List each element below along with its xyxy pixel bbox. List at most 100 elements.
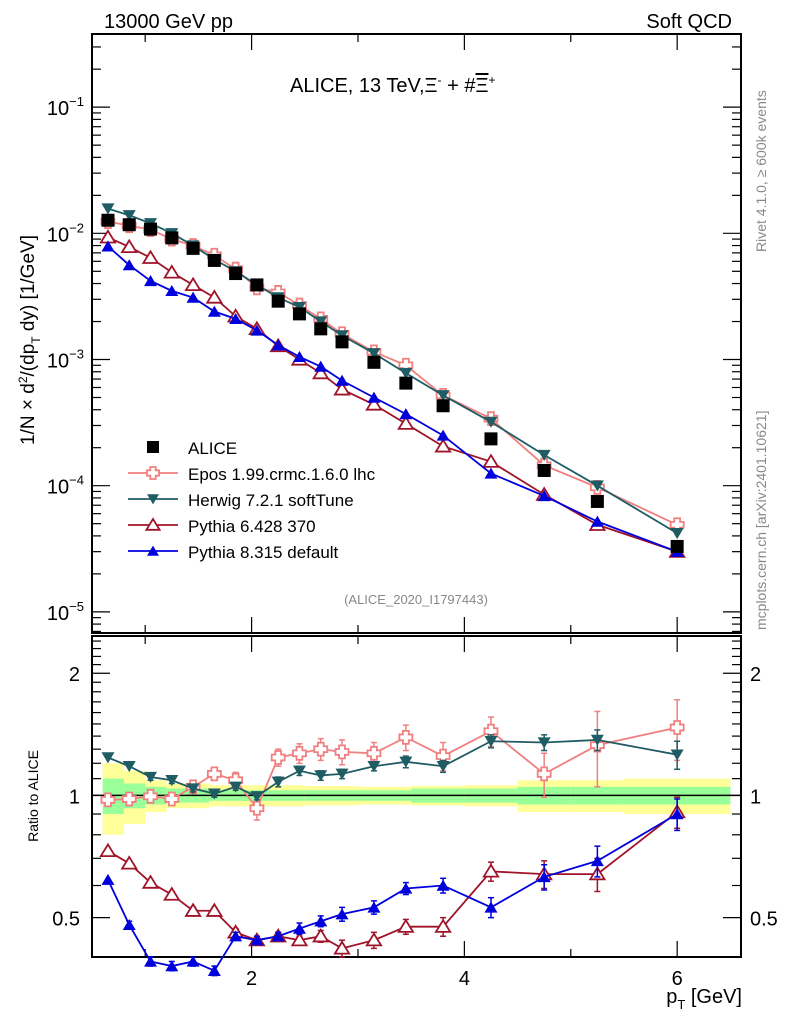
marker-down-triangle bbox=[271, 776, 285, 788]
ratio-series-herwig bbox=[101, 729, 684, 803]
ratio-series-pythia bbox=[101, 798, 684, 977]
ratio-line bbox=[107, 813, 678, 972]
main-y-axis-label: 1/N × d2/(dpT dy) [1/GeV] bbox=[16, 235, 43, 445]
marker-open-triangle bbox=[482, 863, 500, 878]
marker-down-triangle bbox=[122, 761, 136, 773]
marker-triangle bbox=[122, 259, 136, 271]
marker-down-triangle bbox=[292, 765, 306, 777]
marker-square bbox=[436, 399, 450, 413]
marker-square bbox=[367, 355, 381, 369]
title-xi-minus: Ξ bbox=[425, 75, 438, 97]
y-tick-label: 10−1 bbox=[47, 94, 84, 120]
marker-triangle bbox=[399, 882, 413, 894]
marker-square bbox=[144, 222, 158, 236]
marker-square bbox=[335, 335, 349, 349]
marker-open-cross bbox=[206, 766, 222, 782]
marker-down-triangle bbox=[250, 791, 264, 803]
marker-down-triangle bbox=[101, 203, 115, 215]
marker-triangle bbox=[271, 930, 285, 942]
ratio-y-tick-label-right: 1 bbox=[750, 786, 761, 808]
marker-triangle bbox=[436, 429, 450, 441]
marker-triangle bbox=[314, 915, 328, 927]
marker-down-triangle bbox=[186, 783, 200, 795]
legend-item: Pythia 8.315 default bbox=[128, 543, 339, 562]
marker-square bbox=[101, 213, 115, 227]
marker-triangle bbox=[144, 275, 158, 287]
marker-triangle bbox=[335, 908, 349, 920]
marker-triangle bbox=[122, 919, 136, 931]
marker-square bbox=[207, 253, 221, 267]
marker-down-triangle bbox=[484, 416, 498, 428]
marker-open-triangle bbox=[205, 289, 224, 304]
marker-open-triangle bbox=[434, 438, 452, 453]
marker-open-cross bbox=[292, 745, 307, 761]
marker-open-cross bbox=[398, 729, 414, 745]
legend-label: Pythia 8.315 default bbox=[188, 543, 339, 562]
marker-open-cross bbox=[100, 792, 116, 808]
marker-triangle bbox=[147, 545, 159, 556]
rivet-label: Rivet 4.1.0, ≥ 600k events bbox=[753, 90, 769, 252]
marker-square bbox=[314, 322, 328, 336]
marker-open-triangle bbox=[397, 918, 415, 933]
marker-open-triangle bbox=[365, 396, 383, 411]
marker-triangle bbox=[165, 285, 179, 297]
marker-open-triangle bbox=[184, 902, 202, 917]
marker-triangle bbox=[537, 871, 551, 883]
marker-triangle bbox=[186, 291, 200, 303]
x-tick-label: 4 bbox=[459, 968, 470, 990]
main-panel: 10−5 10−4 10−3 10−2 10−1 bbox=[47, 33, 742, 634]
marker-triangle bbox=[367, 391, 381, 403]
marker-square bbox=[399, 376, 413, 390]
marker-open-cross bbox=[249, 800, 265, 816]
ratio-series-group bbox=[99, 699, 686, 977]
main-frame bbox=[91, 33, 742, 634]
marker-triangle bbox=[436, 879, 450, 891]
marker-triangle bbox=[335, 374, 349, 386]
x-axis-label: pT [GeV] bbox=[666, 986, 742, 1012]
x-tick-label: 2 bbox=[246, 968, 257, 990]
mcplots-label: mcplots.cern.ch [arXiv:2401.10621] bbox=[753, 411, 769, 630]
y-tick-label: 10−2 bbox=[47, 220, 84, 246]
legend-item: Pythia 6.428 370 bbox=[128, 517, 316, 536]
marker-down-triangle bbox=[590, 480, 604, 492]
marker-triangle bbox=[314, 360, 328, 372]
marker-down-triangle bbox=[537, 737, 551, 749]
marker-down-triangle bbox=[122, 210, 136, 222]
marker-down-triangle bbox=[537, 449, 551, 461]
main-series-group bbox=[99, 203, 686, 558]
main-series-pythia bbox=[101, 240, 684, 557]
x-tick-label: 6 bbox=[672, 968, 683, 990]
legend-item: Epos 1.99.crmc.1.6.0 lhc bbox=[128, 465, 376, 484]
marker-open-triangle bbox=[205, 902, 224, 917]
marker-triangle bbox=[590, 855, 604, 867]
ratio-y-tick-label-right: 0.5 bbox=[750, 909, 778, 931]
marker-triangle bbox=[271, 339, 285, 351]
ratio-y-tick-label-right: 2 bbox=[750, 664, 761, 686]
main-title: ALICE, 13 TeV,Ξ- + #Ξ+ bbox=[290, 73, 495, 97]
legend-item: ALICE bbox=[147, 439, 237, 458]
marker-down-triangle bbox=[436, 390, 450, 402]
marker-down-triangle bbox=[147, 494, 159, 505]
legend-label: Epos 1.99.crmc.1.6.0 lhc bbox=[188, 465, 376, 484]
marker-down-triangle bbox=[436, 761, 450, 773]
marker-triangle bbox=[292, 350, 306, 363]
marker-square bbox=[670, 539, 684, 553]
marker-triangle bbox=[101, 873, 115, 885]
marker-down-triangle bbox=[367, 348, 381, 360]
legend-label: Pythia 6.428 370 bbox=[188, 517, 316, 536]
marker-down-triangle bbox=[367, 761, 381, 773]
y-tick-label: 10−3 bbox=[47, 347, 84, 373]
marker-triangle bbox=[229, 930, 243, 942]
main-series-alice bbox=[101, 213, 684, 553]
marker-triangle bbox=[101, 240, 115, 252]
marker-down-triangle bbox=[101, 752, 115, 764]
marker-triangle bbox=[399, 408, 413, 420]
marker-open-cross bbox=[121, 791, 137, 807]
marker-down-triangle bbox=[399, 367, 413, 379]
marker-open-triangle bbox=[141, 249, 160, 264]
marker-open-cross bbox=[270, 750, 286, 765]
marker-square bbox=[229, 267, 243, 281]
marker-down-triangle bbox=[314, 316, 328, 328]
marker-triangle bbox=[144, 955, 158, 967]
